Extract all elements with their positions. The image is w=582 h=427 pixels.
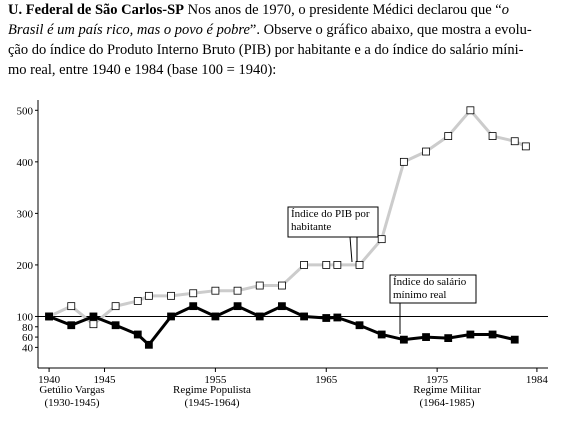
y-tick-label: 400 bbox=[17, 157, 34, 169]
question-segment: Nos anos de 1970, o presidente Médici de… bbox=[184, 2, 502, 18]
question-line: U. Federal de São Carlos-SP Nos anos de … bbox=[8, 2, 509, 18]
legend-label: Índice do PIB por habitante bbox=[291, 208, 370, 233]
y-tick-label: 40 bbox=[22, 342, 34, 354]
marker bbox=[422, 333, 430, 341]
question-segment: o bbox=[502, 2, 509, 18]
marker bbox=[89, 312, 98, 321]
marker bbox=[67, 302, 76, 311]
marker bbox=[255, 281, 264, 290]
marker bbox=[255, 312, 264, 321]
marker bbox=[488, 132, 497, 140]
marker bbox=[133, 330, 142, 339]
period-name: Getúlio Vargas bbox=[39, 384, 104, 396]
question-segment: ”. Observe o gráfico abaixo, que mostra … bbox=[250, 22, 532, 38]
annotation-box bbox=[389, 274, 477, 304]
annotation-pointer bbox=[349, 236, 353, 263]
x-tick-label: 1984 bbox=[526, 374, 549, 386]
marker bbox=[278, 281, 286, 290]
marker bbox=[399, 157, 408, 166]
question-segment: U. Federal de São Carlos-SP bbox=[8, 2, 184, 18]
marker bbox=[488, 330, 497, 339]
legend-label: Índice do salário mínimo real bbox=[393, 276, 467, 301]
marker bbox=[355, 261, 364, 269]
y-tick-label: 100 bbox=[17, 311, 34, 323]
x-tick-label: 1975 bbox=[426, 374, 449, 386]
marker bbox=[167, 312, 175, 321]
marker bbox=[45, 312, 53, 321]
annotation-box bbox=[287, 206, 379, 238]
period-name: Regime Populista bbox=[173, 384, 251, 396]
x-tick-label: 1940 bbox=[38, 374, 61, 386]
marker bbox=[322, 261, 331, 269]
marker bbox=[211, 312, 220, 321]
period-span: (1945-1964) bbox=[185, 397, 240, 409]
marker bbox=[422, 147, 430, 156]
marker bbox=[144, 291, 153, 300]
marker bbox=[67, 321, 76, 330]
marker bbox=[167, 291, 175, 300]
marker bbox=[466, 330, 475, 339]
marker bbox=[278, 302, 286, 311]
marker bbox=[133, 297, 142, 305]
question-line: ção do índice do Produto Interno Bruto (… bbox=[8, 42, 524, 58]
y-tick-label: 60 bbox=[22, 332, 34, 344]
marker bbox=[322, 314, 331, 322]
marker bbox=[89, 320, 98, 329]
marker bbox=[111, 321, 120, 330]
marker bbox=[444, 334, 453, 343]
question-segment: mo real, entre 1940 e 1984 (base 100 = 1… bbox=[8, 62, 276, 78]
x-tick-label: 1945 bbox=[94, 374, 117, 386]
marker bbox=[233, 302, 242, 311]
marker bbox=[521, 142, 530, 151]
marker bbox=[377, 330, 386, 339]
marker bbox=[189, 289, 198, 298]
x-tick-label: 1955 bbox=[204, 374, 227, 386]
question-segment: Brasil é um país rico, mas o povo é pobr… bbox=[8, 22, 250, 38]
marker bbox=[444, 132, 453, 140]
question-segment: ção do índice do Produto Interno Bruto (… bbox=[8, 42, 524, 58]
period-span: (1964-1985) bbox=[420, 397, 475, 409]
question-line: mo real, entre 1940 e 1984 (base 100 = 1… bbox=[8, 62, 276, 78]
marker bbox=[300, 261, 308, 269]
annotation: Índice do PIB por habitante bbox=[291, 208, 370, 233]
question-line: Brasil é um país rico, mas o povo é pobr… bbox=[8, 22, 532, 38]
marker bbox=[399, 335, 408, 344]
y-tick-label: 80 bbox=[22, 322, 34, 334]
marker bbox=[355, 321, 364, 330]
period-span: (1930-1945) bbox=[45, 397, 100, 409]
marker bbox=[233, 286, 242, 295]
marker bbox=[144, 340, 153, 349]
marker bbox=[333, 313, 342, 322]
marker bbox=[510, 335, 519, 344]
marker bbox=[300, 312, 308, 321]
x-tick-label: 1965 bbox=[315, 374, 338, 386]
period-name: Regime Militar bbox=[413, 384, 481, 396]
marker bbox=[333, 261, 342, 269]
marker bbox=[510, 137, 519, 146]
marker bbox=[211, 286, 220, 295]
y-tick-label: 200 bbox=[17, 260, 34, 272]
marker bbox=[111, 302, 120, 311]
y-tick-label: 300 bbox=[17, 208, 34, 220]
marker bbox=[189, 302, 198, 311]
marker bbox=[377, 235, 386, 244]
marker bbox=[466, 106, 475, 115]
annotation: Índice do salário mínimo real bbox=[393, 276, 467, 301]
y-tick-label: 500 bbox=[17, 105, 34, 117]
